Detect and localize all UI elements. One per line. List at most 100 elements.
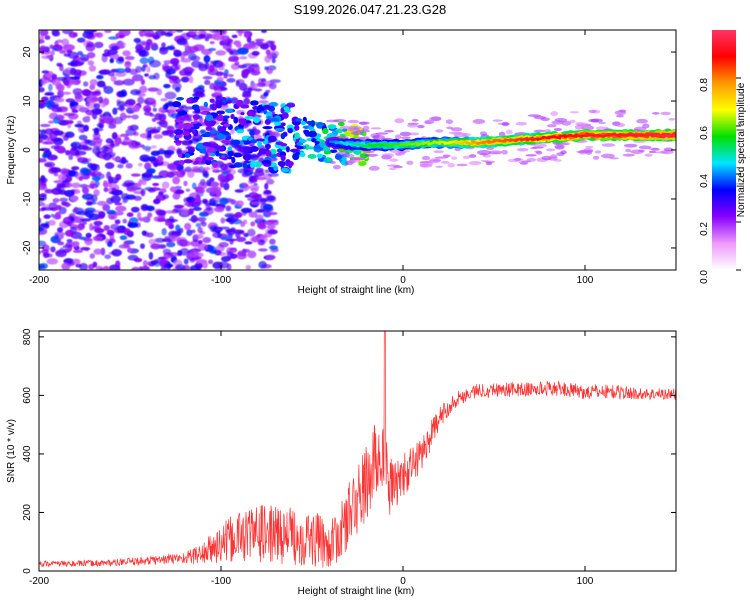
cluster-blob: [285, 146, 290, 153]
noise-blob: [207, 206, 214, 211]
cluster-blob: [222, 99, 227, 104]
noise-blob: [185, 188, 190, 192]
ridge-segment: [525, 136, 534, 142]
cluster-blob: [295, 118, 302, 122]
cluster-blob: [264, 118, 271, 125]
noise-blob: [209, 60, 220, 64]
noise-blob: [130, 173, 141, 177]
cluster-blob: [280, 154, 286, 162]
cluster-blob: [283, 106, 290, 111]
noise-blob: [169, 215, 174, 220]
noise-blob: [153, 134, 163, 140]
noise-blob: [213, 82, 219, 91]
halo-blob: [456, 163, 468, 167]
noise-blob: [41, 55, 53, 60]
noise-blob: [98, 119, 105, 125]
cluster-blob: [266, 115, 272, 120]
noise-blob: [39, 87, 45, 93]
noise-blob: [208, 245, 217, 254]
noise-blob: [183, 202, 195, 207]
noise-blob: [155, 30, 166, 37]
noise-blob: [258, 260, 267, 269]
noise-blob: [63, 258, 74, 265]
noise-blob: [204, 37, 210, 42]
spectrogram-xlabel: Height of straight line (km): [298, 285, 415, 296]
halo-blob: [393, 165, 403, 169]
cluster-blob: [281, 112, 289, 119]
noise-blob: [166, 170, 179, 177]
noise-blob: [103, 224, 110, 231]
noise-blob: [248, 175, 255, 183]
snr-panel: -200 -100 0 100 0 200 400 600 800 Height of str…: [6, 328, 677, 597]
halo-blob: [501, 121, 510, 127]
noise-blob: [235, 80, 240, 87]
noise-blob: [39, 159, 47, 163]
cluster-blob: [300, 120, 307, 126]
noise-blob: [113, 80, 125, 86]
cluster-blob: [228, 164, 237, 169]
noise-blob: [235, 232, 241, 238]
noise-blob: [180, 207, 190, 216]
noise-blob: [69, 67, 77, 76]
noise-blob: [189, 249, 200, 258]
noise-blob: [150, 150, 161, 157]
ridge-segment: [465, 141, 474, 146]
noise-blob: [82, 186, 90, 195]
halo-blob: [553, 127, 562, 132]
noise-blob: [102, 84, 107, 90]
noise-blob: [84, 139, 90, 145]
noise-blob: [153, 198, 161, 205]
halo-blob: [515, 121, 527, 126]
noise-blob: [51, 107, 63, 113]
noise-blob: [39, 193, 47, 202]
noise-blob: [44, 92, 55, 96]
noise-blob: [202, 198, 209, 205]
noise-blob: [112, 107, 118, 115]
noise-blob: [229, 253, 238, 260]
noise-blob: [181, 168, 193, 173]
noise-blob: [85, 201, 93, 206]
halo-blob: [507, 158, 521, 163]
noise-blob: [202, 261, 208, 269]
halo-blob: [592, 155, 600, 160]
noise-blob: [139, 154, 151, 162]
cluster-blob: [238, 118, 247, 126]
halo-blob: [554, 145, 565, 150]
noise-blob: [198, 61, 205, 69]
cluster-blob: [216, 110, 226, 115]
noise-blob: [152, 35, 161, 39]
noise-blob: [146, 66, 151, 73]
noise-blob: [181, 104, 187, 109]
noise-blob: [234, 60, 240, 66]
noise-blob: [90, 171, 96, 175]
noise-blob: [57, 173, 67, 181]
ridge-segment: [498, 139, 507, 143]
cluster-blob: [233, 153, 243, 158]
noise-blob: [172, 192, 181, 200]
halo-blob: [346, 160, 360, 163]
noise-blob: [188, 30, 198, 36]
halo-blob: [623, 143, 638, 148]
colorbar-fill: [712, 30, 736, 270]
noise-blob: [195, 222, 202, 228]
cluster-blob: [216, 132, 226, 140]
cluster-blob: [289, 148, 300, 153]
noise-blob: [110, 74, 117, 82]
halo-blob: [633, 126, 647, 132]
noise-blob: [51, 30, 60, 36]
y-tick-label: -20: [22, 240, 33, 255]
halo-blob: [638, 149, 645, 153]
cluster-blob: [225, 108, 234, 113]
halo-blob: [364, 153, 379, 157]
halo-blob: [333, 164, 341, 170]
halo-blob: [651, 111, 660, 115]
noise-blob: [110, 45, 120, 51]
noise-blob: [250, 201, 263, 206]
noise-blob: [141, 179, 147, 186]
noise-blob: [265, 211, 278, 216]
noise-blob: [168, 75, 180, 81]
cluster-blob: [314, 140, 320, 145]
y-tick-label: 0: [22, 568, 33, 574]
noise-blob: [152, 182, 160, 187]
spectrogram-ridge: [325, 129, 676, 152]
